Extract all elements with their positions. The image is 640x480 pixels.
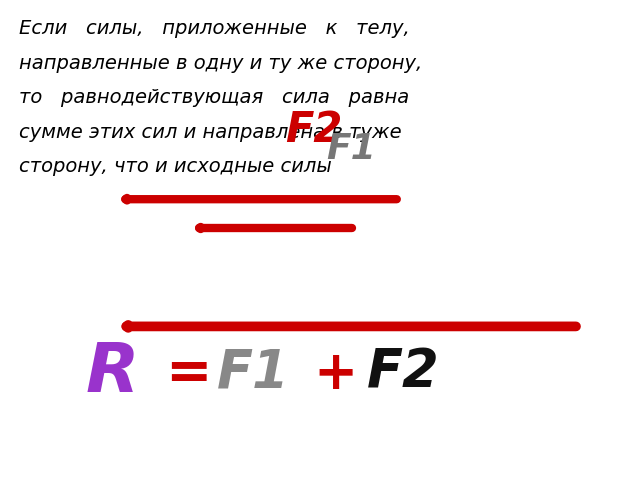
Text: F1: F1	[216, 346, 289, 398]
Text: то   равнодействующая   сила   равна: то равнодействующая сила равна	[19, 88, 410, 108]
Text: R: R	[85, 338, 139, 406]
Text: F2: F2	[285, 109, 342, 151]
Text: +: +	[314, 348, 358, 400]
Text: сумме этих сил и направлена в туже: сумме этих сил и направлена в туже	[19, 123, 402, 142]
Text: F2: F2	[367, 346, 440, 398]
Text: =: =	[166, 348, 212, 401]
Text: сторону, что и исходные силы: сторону, что и исходные силы	[19, 157, 332, 177]
Text: F1: F1	[326, 132, 376, 166]
Text: Если   силы,   приложенные   к   телу,: Если силы, приложенные к телу,	[19, 19, 410, 38]
Text: направленные в одну и ту же сторону,: направленные в одну и ту же сторону,	[19, 54, 422, 73]
